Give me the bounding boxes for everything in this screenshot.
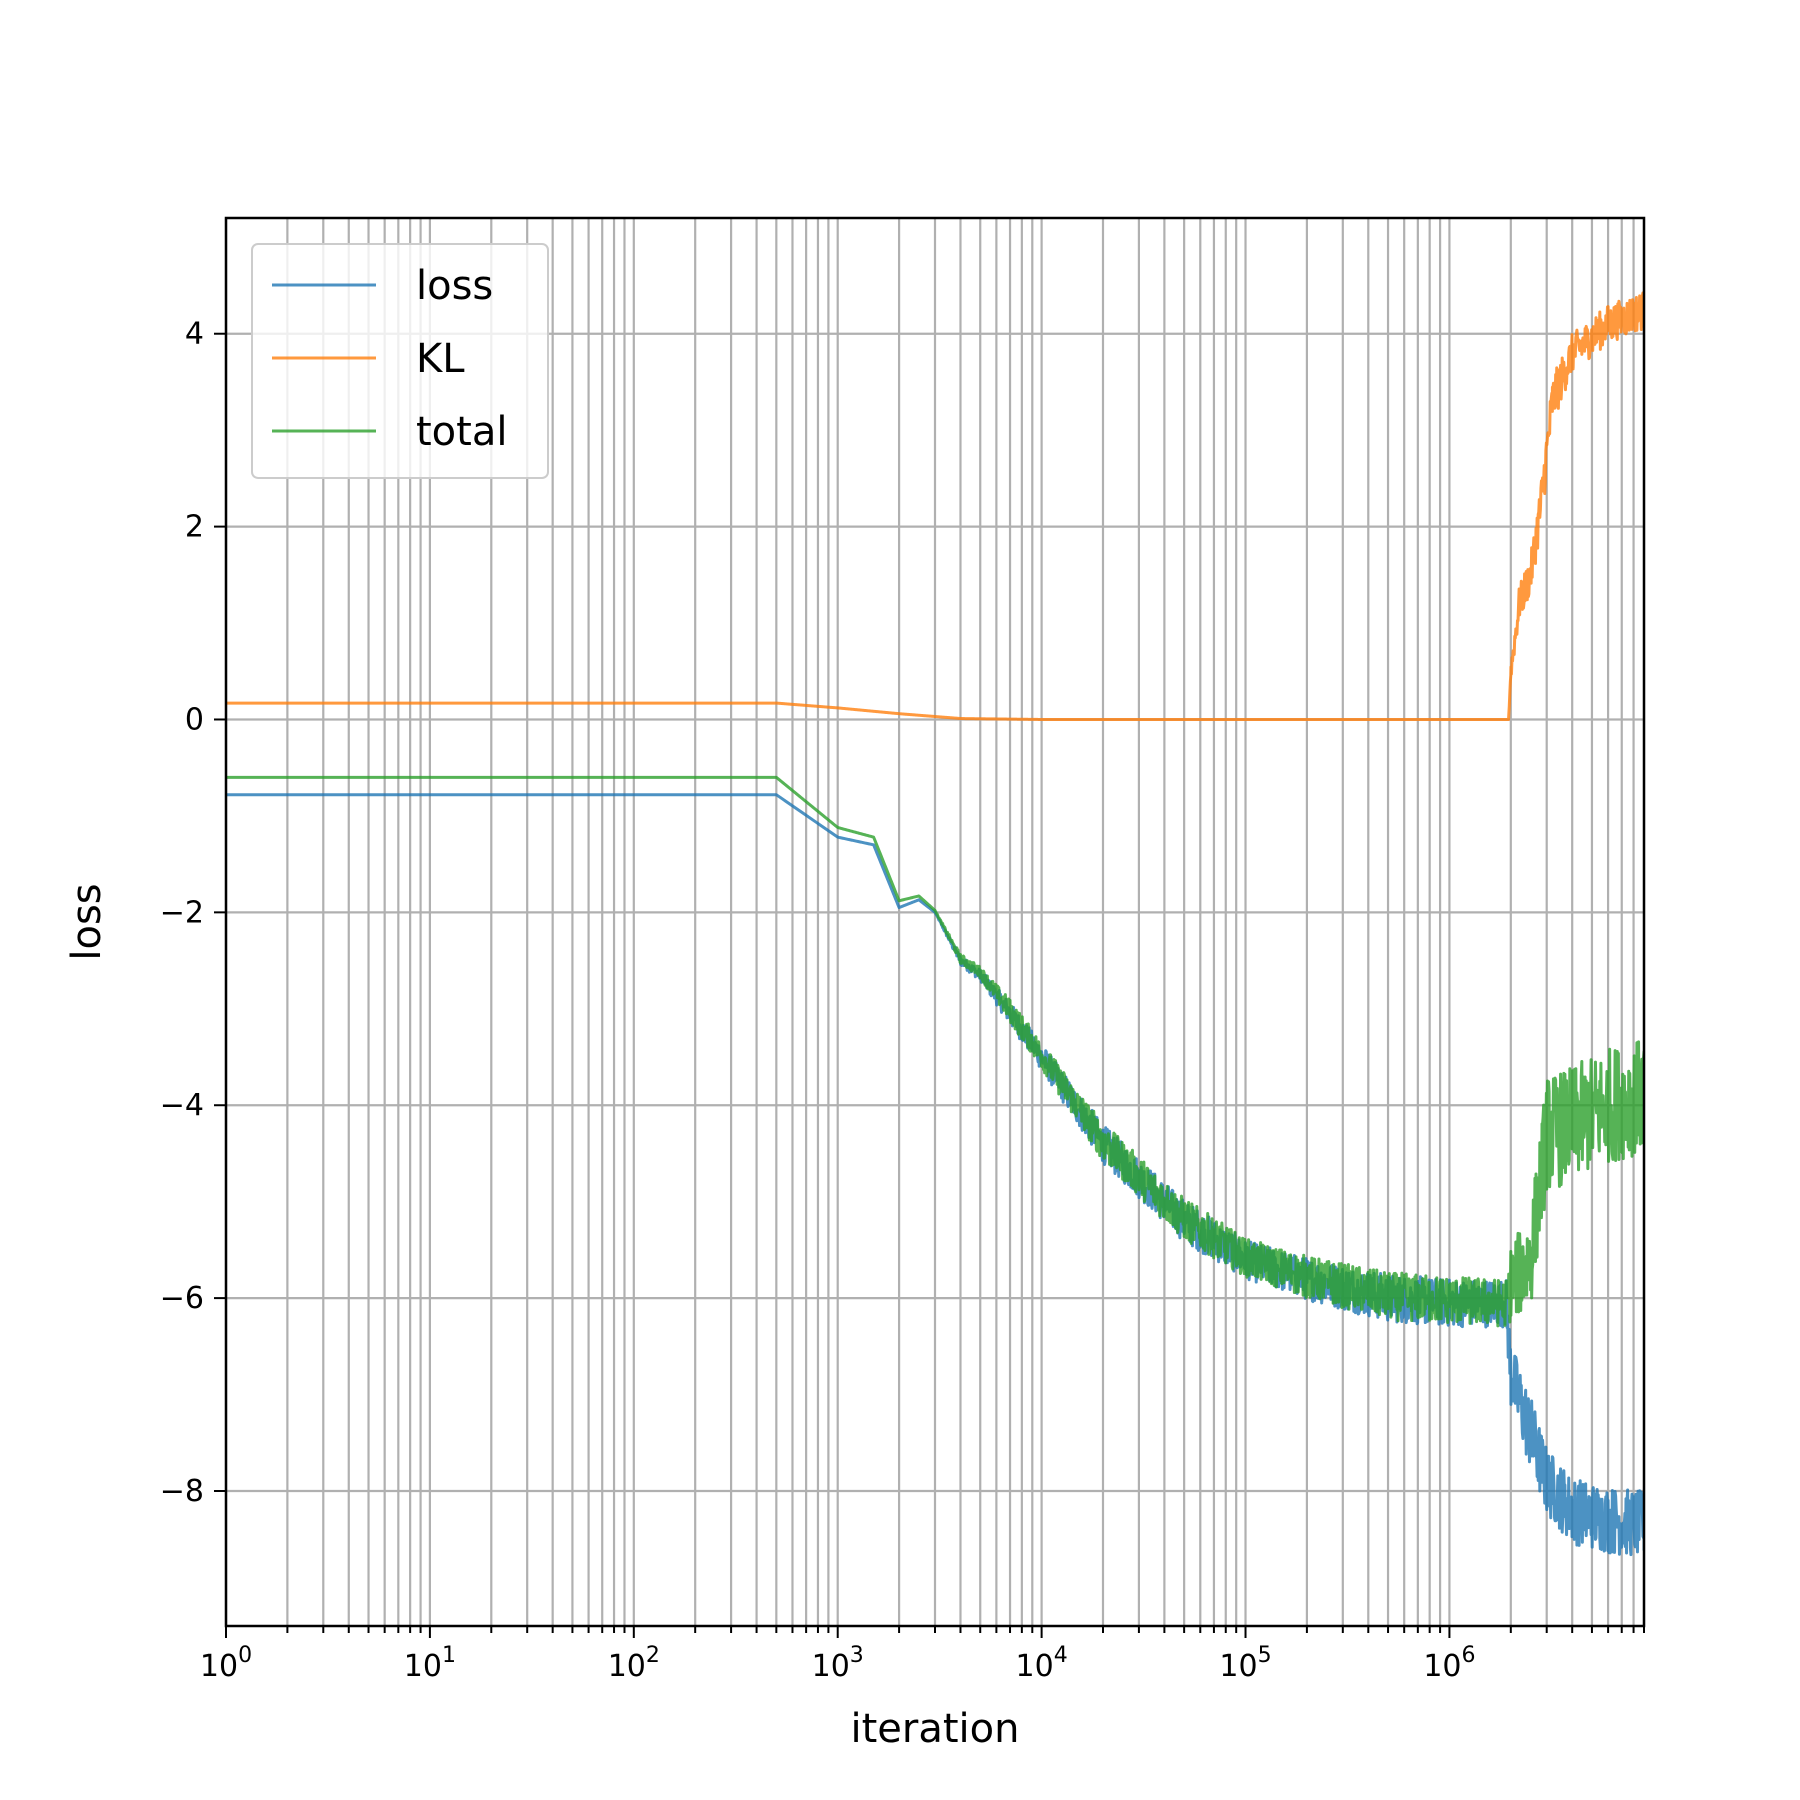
x-tick-label: 104 bbox=[1016, 1643, 1068, 1684]
x-axis-ticks: 100 101 102 103 104 105 106 bbox=[200, 1626, 1645, 1684]
y-tick-label: −8 bbox=[160, 1474, 204, 1509]
legend-box bbox=[251, 243, 549, 479]
x-axis-label: iteration bbox=[851, 1706, 1020, 1752]
x-tick-label: 102 bbox=[608, 1643, 660, 1684]
series-line-kl bbox=[226, 291, 1644, 721]
y-axis-ticks: 4 2 0 −2 −4 −6 −8 bbox=[160, 317, 226, 1509]
x-tick-label: 101 bbox=[404, 1643, 456, 1684]
y-tick-label: −6 bbox=[160, 1281, 204, 1316]
x-tick-label: 103 bbox=[812, 1643, 864, 1684]
plot-series bbox=[226, 291, 1644, 1557]
x-tick-label: 105 bbox=[1219, 1643, 1271, 1684]
legend-label-total: total bbox=[416, 409, 507, 455]
y-tick-label: −4 bbox=[160, 1088, 204, 1123]
y-tick-label: 2 bbox=[185, 510, 204, 545]
x-tick-label: 106 bbox=[1423, 1643, 1475, 1684]
y-tick-label: 0 bbox=[185, 702, 204, 737]
y-tick-label: −2 bbox=[160, 895, 204, 930]
series-line-total bbox=[226, 775, 1644, 1328]
y-axis-label: loss bbox=[64, 883, 110, 960]
legend: loss KL total bbox=[251, 243, 549, 479]
y-tick-label: 4 bbox=[185, 317, 204, 352]
x-tick-label: 100 bbox=[200, 1643, 252, 1684]
legend-label-kl: KL bbox=[416, 336, 465, 382]
legend-label-loss: loss bbox=[416, 263, 493, 309]
